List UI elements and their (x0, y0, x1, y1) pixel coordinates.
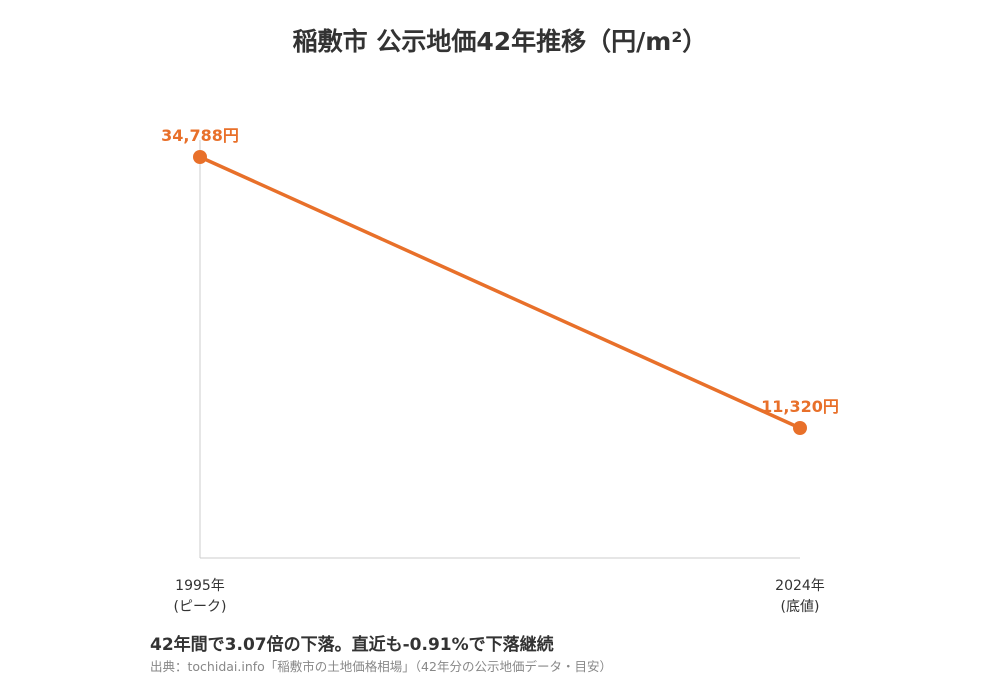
chart-summary: 42年間で3.07倍の下落。直近も-0.91%で下落継続 (150, 635, 554, 655)
x-tick-label: 1995年 (175, 578, 225, 594)
chart-series (193, 150, 807, 435)
series-line (198, 155, 802, 430)
chart-labels: 34,788円 1995年 (ピーク) 11,320円 2024年 (底値) (161, 126, 839, 615)
data-point (793, 421, 807, 435)
data-label: 34,788円 (161, 126, 239, 145)
x-tick-sublabel: (底値) (781, 599, 820, 615)
data-point (193, 150, 207, 164)
x-tick-sublabel: (ピーク) (174, 599, 227, 615)
chart-title: 稲敷市 公示地価42年推移（円/m²） (292, 27, 708, 56)
source-note: 出典：tochidai.info「稲敷市の土地価格相場」（42年分の公示地価デー… (150, 659, 612, 674)
chart-axes (199, 140, 800, 559)
data-label: 11,320円 (761, 397, 839, 416)
x-tick-label: 2024年 (775, 578, 825, 594)
